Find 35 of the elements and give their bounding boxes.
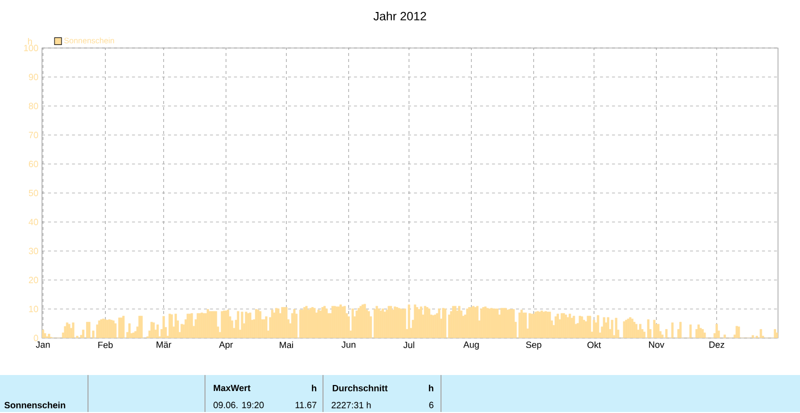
y-tick-label: 100 <box>24 45 38 52</box>
text: MaxWert <box>214 385 250 392</box>
x-tick-label: Feb <box>98 342 113 348</box>
text: Sonnenschein <box>4 402 66 409</box>
y-tick-label: 10 <box>29 306 38 312</box>
x-tick-label: Mai <box>280 342 293 348</box>
x-tick-label: Jun <box>342 342 356 348</box>
x-tick-label: Sep <box>526 342 542 350</box>
text: 6 <box>429 402 434 408</box>
x-tick-label: Apr <box>219 342 233 350</box>
x-tick-label: Jan <box>36 342 50 348</box>
chart-title: Jahr 2012 <box>374 12 426 21</box>
text: h <box>428 384 434 392</box>
x-tick-label: Aug <box>463 342 479 350</box>
y-tick-label: 80 <box>28 103 38 110</box>
text: 09.06. 19:20 <box>214 402 264 408</box>
x-tick-label: Okt <box>587 342 601 348</box>
y-tick-label: 20 <box>28 277 38 284</box>
x-tick-label: Mär <box>156 342 172 348</box>
y-tick-label: 60 <box>28 161 38 168</box>
text: h <box>312 384 316 392</box>
y-tick-label: 50 <box>28 190 38 196</box>
text: 11.67 <box>296 402 316 408</box>
y-tick-label: 70 <box>28 132 38 138</box>
y-tick-label: 0 <box>34 335 38 342</box>
legend-label: Sonnenschein <box>64 38 114 44</box>
y-tick-label: 90 <box>28 74 38 80</box>
y-axis-title: h <box>28 38 32 45</box>
x-tick-label: Jul <box>403 342 414 348</box>
x-tick-label: Nov <box>649 342 664 348</box>
x-tick-label: Dez <box>709 342 724 348</box>
y-tick-label: 40 <box>28 219 38 226</box>
text: Durchschnitt <box>332 384 388 392</box>
text: 2227:31 h <box>332 402 371 409</box>
y-tick-label: 30 <box>28 248 38 254</box>
